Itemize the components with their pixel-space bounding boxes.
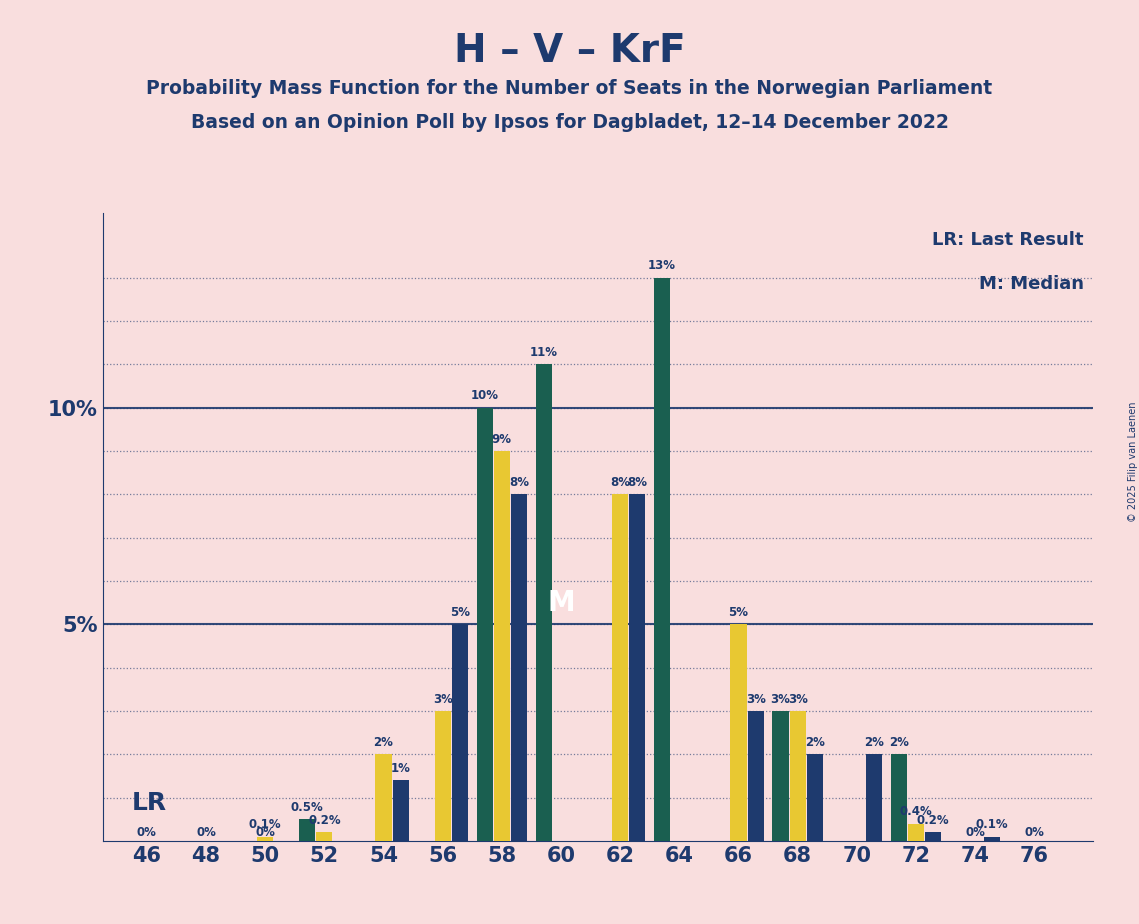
Bar — [300, 820, 316, 841]
Bar — [984, 836, 1000, 841]
Bar — [789, 711, 805, 841]
Bar — [535, 364, 552, 841]
Text: 2%: 2% — [374, 736, 393, 749]
Text: 0%: 0% — [137, 826, 157, 839]
Text: 0%: 0% — [1024, 826, 1044, 839]
Bar — [376, 754, 392, 841]
Bar — [866, 754, 882, 841]
Text: 10%: 10% — [470, 389, 499, 402]
Text: LR: LR — [132, 791, 167, 815]
Text: Probability Mass Function for the Number of Seats in the Norwegian Parliament: Probability Mass Function for the Number… — [147, 79, 992, 98]
Bar — [806, 754, 823, 841]
Text: 3%: 3% — [433, 693, 452, 706]
Bar — [612, 494, 629, 841]
Text: Based on an Opinion Poll by Ipsos for Dagbladet, 12–14 December 2022: Based on an Opinion Poll by Ipsos for Da… — [190, 113, 949, 132]
Bar — [257, 836, 273, 841]
Text: 0.4%: 0.4% — [900, 806, 933, 819]
Text: 1%: 1% — [391, 762, 411, 775]
Text: 5%: 5% — [450, 606, 469, 619]
Bar — [772, 711, 788, 841]
Text: 3%: 3% — [788, 693, 808, 706]
Text: 8%: 8% — [628, 476, 647, 489]
Text: H – V – KrF: H – V – KrF — [453, 32, 686, 70]
Bar — [891, 754, 907, 841]
Text: 0.2%: 0.2% — [308, 814, 341, 827]
Text: 0%: 0% — [255, 826, 276, 839]
Text: LR: Last Result: LR: Last Result — [932, 231, 1083, 249]
Bar — [435, 711, 451, 841]
Text: 8%: 8% — [611, 476, 630, 489]
Text: 13%: 13% — [648, 260, 677, 273]
Text: 0.1%: 0.1% — [249, 819, 281, 832]
Bar — [747, 711, 764, 841]
Bar — [511, 494, 527, 841]
Text: 0%: 0% — [965, 826, 985, 839]
Bar — [393, 780, 409, 841]
Bar — [476, 407, 493, 841]
Text: 9%: 9% — [492, 432, 511, 445]
Text: 0.5%: 0.5% — [290, 801, 323, 814]
Bar — [730, 625, 746, 841]
Text: M: Median: M: Median — [978, 275, 1083, 293]
Text: 2%: 2% — [888, 736, 909, 749]
Text: 8%: 8% — [509, 476, 528, 489]
Bar — [493, 451, 510, 841]
Text: 11%: 11% — [530, 346, 558, 359]
Text: 2%: 2% — [805, 736, 825, 749]
Text: 5%: 5% — [729, 606, 748, 619]
Text: 2%: 2% — [865, 736, 884, 749]
Bar — [925, 833, 941, 841]
Bar — [317, 833, 333, 841]
Bar — [629, 494, 646, 841]
Bar — [908, 823, 924, 841]
Text: 3%: 3% — [771, 693, 790, 706]
Text: 0.1%: 0.1% — [976, 819, 1009, 832]
Text: 3%: 3% — [746, 693, 765, 706]
Text: © 2025 Filip van Laenen: © 2025 Filip van Laenen — [1129, 402, 1138, 522]
Text: 0.2%: 0.2% — [917, 814, 950, 827]
Text: 0%: 0% — [196, 826, 216, 839]
Text: M: M — [547, 589, 575, 616]
Bar — [654, 277, 670, 841]
Bar — [452, 625, 468, 841]
